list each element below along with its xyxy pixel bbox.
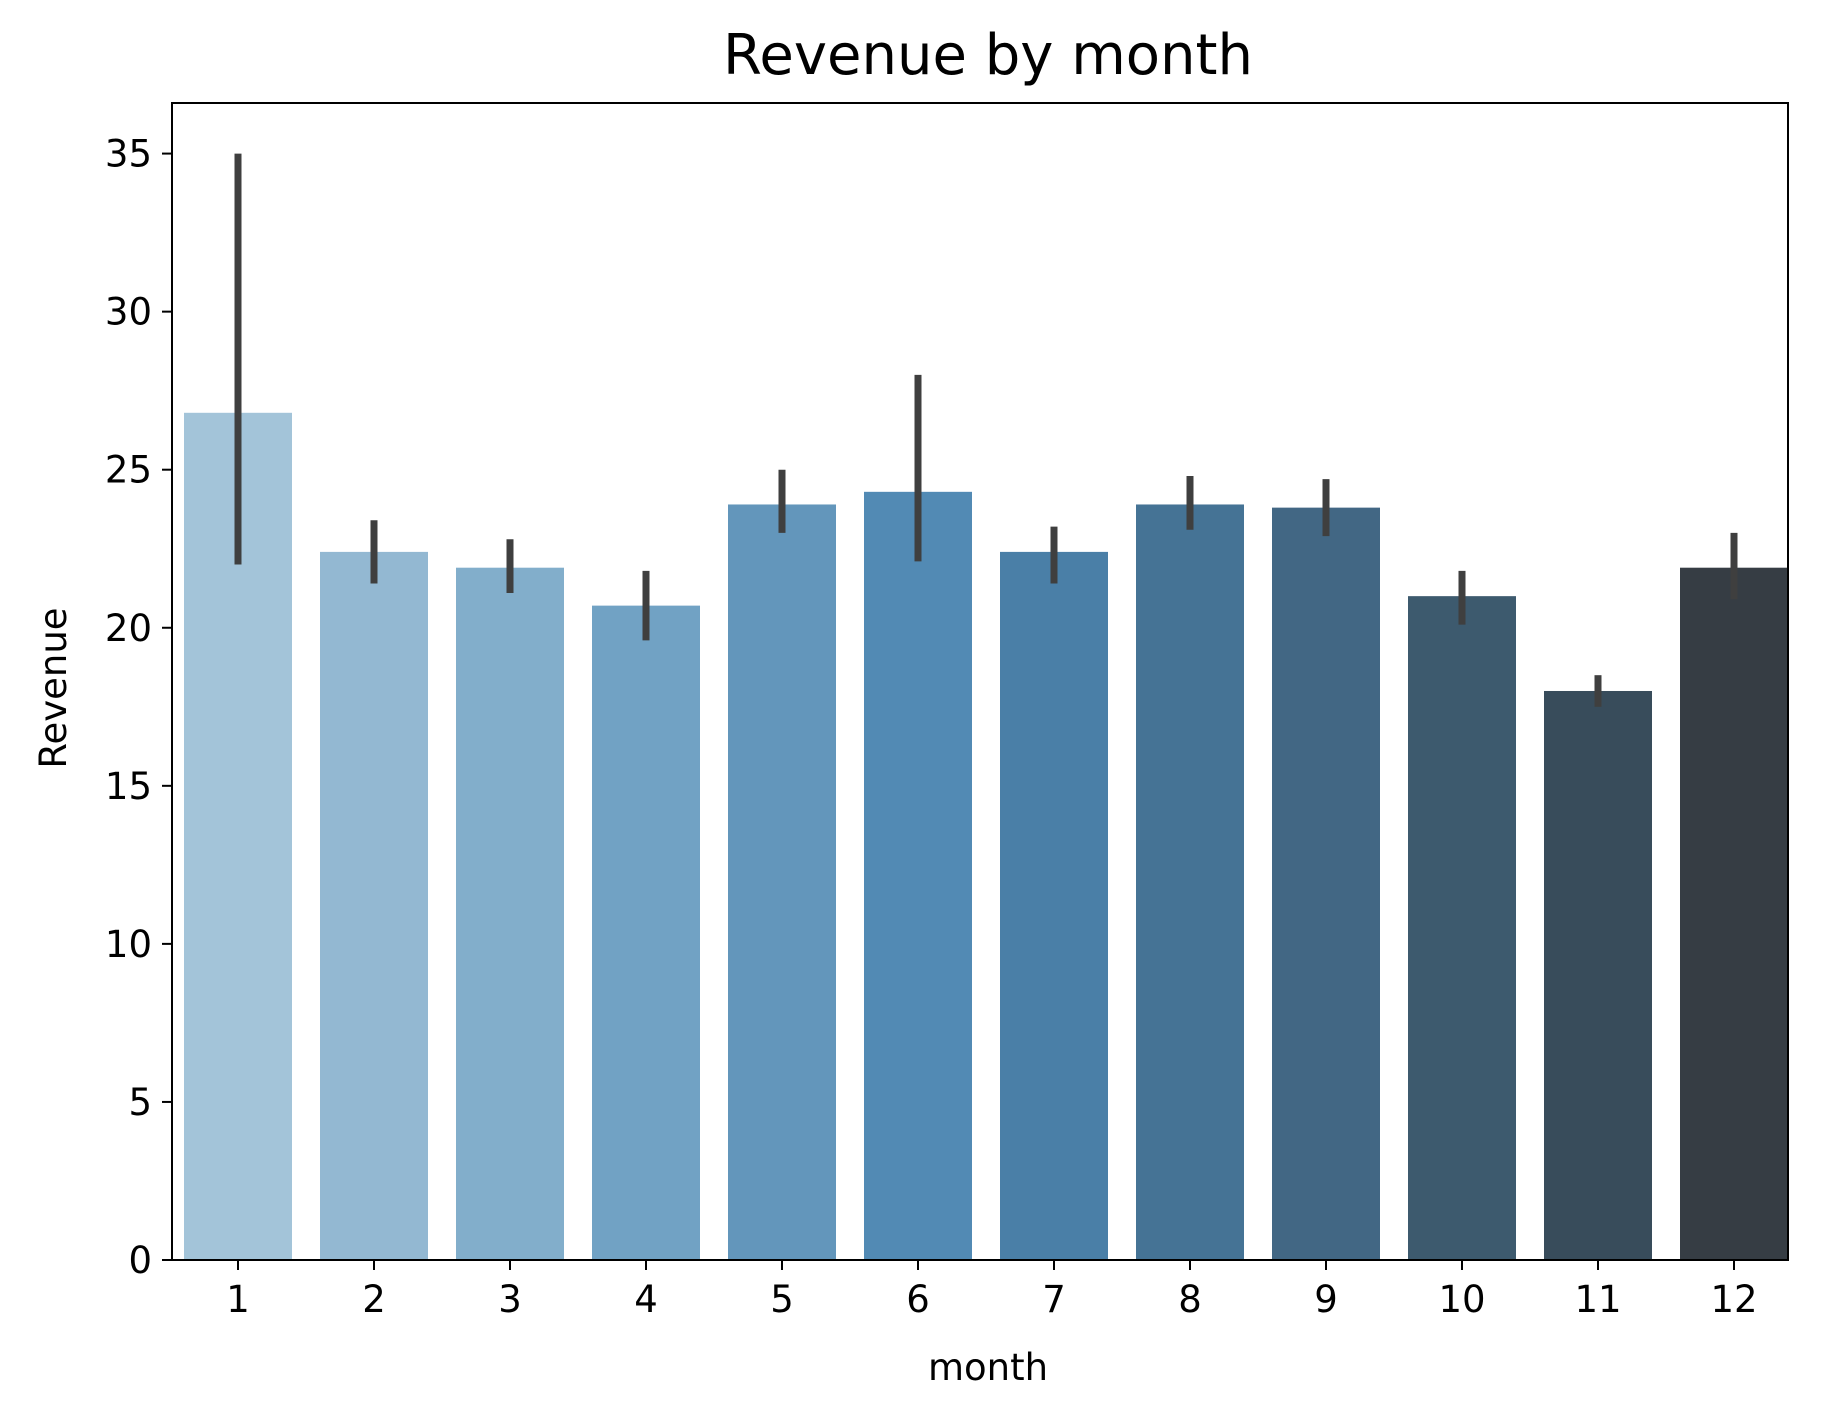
bar-month-3 — [456, 567, 564, 1260]
y-tick-label: 30 — [105, 291, 152, 334]
bar-month-7 — [1000, 551, 1108, 1260]
y-tick-label: 5 — [128, 1081, 152, 1124]
bar-month-11 — [1544, 690, 1652, 1260]
chart-title: Revenue by month — [723, 23, 1253, 88]
y-tick-label: 25 — [105, 449, 152, 492]
y-tick-label: 0 — [128, 1239, 152, 1282]
bar-month-8 — [1136, 504, 1244, 1261]
x-tick-label: 3 — [498, 1278, 522, 1321]
plot-frame — [171, 102, 1789, 1261]
y-tick-label: 35 — [105, 133, 152, 176]
bar-month-10 — [1408, 596, 1516, 1260]
bar-month-6 — [864, 491, 972, 1260]
bar-month-2 — [320, 551, 428, 1260]
y-axis-label: Revenue — [32, 607, 75, 768]
bar-month-5 — [728, 504, 836, 1261]
x-tick-label: 5 — [770, 1278, 794, 1321]
x-axis: 1 2 3 4 5 6 7 8 9 10 11 12 — [226, 1260, 1758, 1321]
x-tick-label: 2 — [362, 1278, 386, 1321]
x-tick-label: 7 — [1042, 1278, 1066, 1321]
y-axis: 0 5 10 15 20 25 30 35 — [105, 133, 172, 1282]
x-tick-label: 11 — [1574, 1278, 1621, 1321]
bar-month-12 — [1680, 567, 1788, 1260]
bar-month-9 — [1272, 507, 1380, 1260]
x-tick-label: 6 — [906, 1278, 930, 1321]
x-axis-label: month — [928, 1346, 1048, 1389]
x-tick-label: 12 — [1710, 1278, 1757, 1321]
y-tick-label: 20 — [105, 607, 152, 650]
x-tick-label: 4 — [634, 1278, 658, 1321]
x-tick-label: 9 — [1314, 1278, 1338, 1321]
x-tick-label: 10 — [1438, 1278, 1485, 1321]
bar-month-4 — [592, 605, 700, 1260]
plot-area — [184, 153, 1788, 1261]
y-tick-label: 10 — [105, 923, 152, 966]
x-tick-label: 1 — [226, 1278, 250, 1321]
x-tick-label: 8 — [1178, 1278, 1202, 1321]
y-tick-label: 15 — [105, 765, 152, 808]
